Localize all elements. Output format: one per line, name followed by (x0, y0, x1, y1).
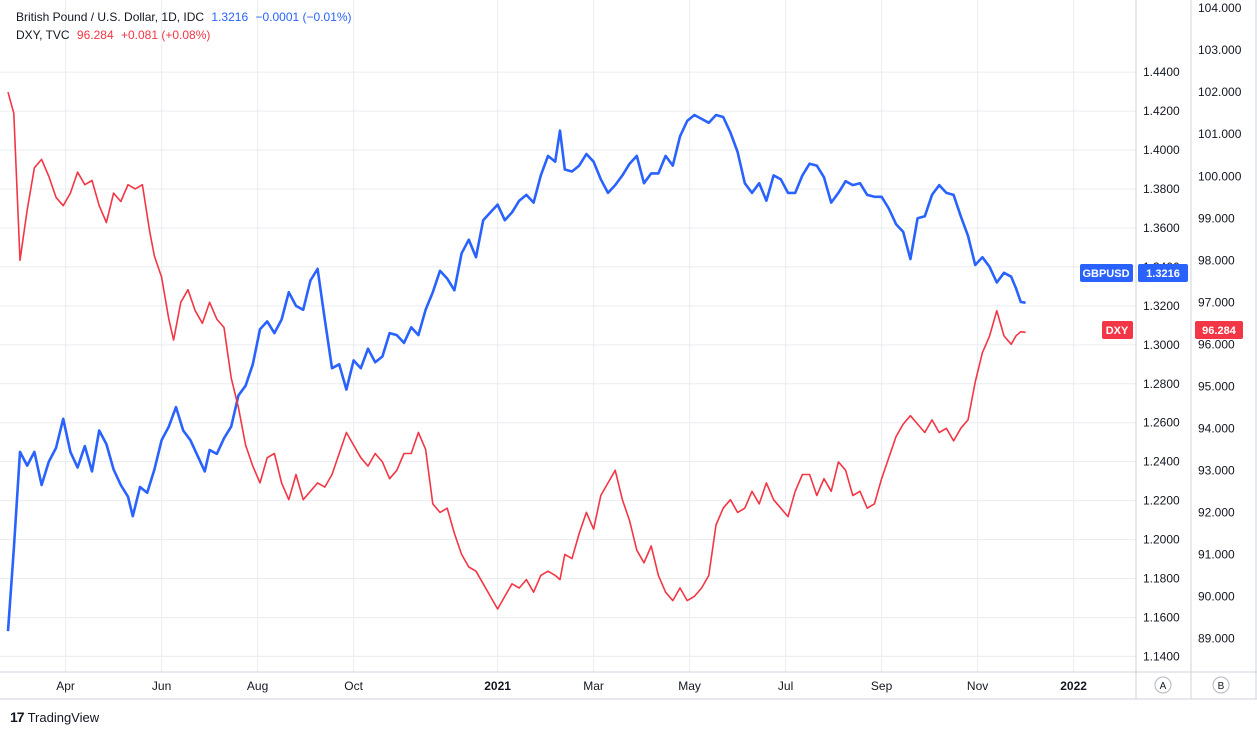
time-tick-label: 2022 (1060, 679, 1087, 693)
dxy-tick-label: 97.000 (1198, 295, 1235, 309)
dxy-tick-label: 90.000 (1198, 589, 1235, 603)
tradingview-brand[interactable]: 17 TradingView (10, 709, 99, 725)
dxy-tick-label: 91.000 (1198, 547, 1235, 561)
time-tick-label: Oct (344, 679, 363, 693)
legend-gbp-name: British Pound / U.S. Dollar, 1D, IDC (16, 10, 205, 24)
legend-dxy-change: +0.081 (+0.08%) (120, 28, 211, 42)
dxy-tick-label: 101.000 (1198, 127, 1242, 141)
dxy-tick-label: 93.000 (1198, 463, 1235, 477)
dxy-tag-value: 96.284 (1202, 325, 1237, 337)
gbp-tick-label: 1.3000 (1143, 338, 1180, 352)
time-tick-label: Apr (56, 679, 75, 693)
series-line-gbpusd[interactable] (6, 113, 1026, 632)
gbp-label-box (1080, 264, 1133, 282)
time-tick-label: Jun (152, 679, 171, 693)
dxy-tick-label: 95.000 (1198, 379, 1235, 393)
scale-button-a[interactable]: A (1154, 676, 1172, 694)
dxy-tag-label: DXY (1106, 325, 1129, 337)
legend-gbp-change: −0.0001 (−0.01%) (255, 10, 352, 24)
legend-gbp[interactable]: British Pound / U.S. Dollar, 1D, IDC 1.3… (16, 10, 356, 24)
gbp-tick-label: 1.4400 (1143, 65, 1180, 79)
gbp-last-price-tag: GBPUSD 1.3216 (1080, 264, 1188, 282)
series-line-dxy[interactable] (7, 91, 1026, 610)
gbp-tick-label: 1.1800 (1143, 572, 1180, 586)
gbp-tick-label: 1.3600 (1143, 221, 1180, 235)
gbp-tag-value: 1.3216 (1146, 268, 1180, 280)
series-group (6, 91, 1026, 632)
time-axis[interactable]: Apr Jun Aug Oct 2021 Mar May Jul Sep Nov 2022 (56, 679, 1087, 693)
time-tick-label: Jul (778, 679, 793, 693)
gbp-tick-label: 1.3200 (1143, 299, 1180, 313)
scale-button-b-label: B (1218, 681, 1225, 692)
dxy-tick-label: 103.000 (1198, 43, 1242, 57)
dxy-label-box (1102, 321, 1133, 339)
gbp-tick-label: 1.1400 (1143, 649, 1180, 663)
time-tick-label: 2021 (484, 679, 511, 693)
dxy-tick-label: 96.000 (1198, 337, 1235, 351)
dxy-last-price-tag: DXY 96.284 (1102, 321, 1243, 339)
dxy-tick-label: 99.000 (1198, 211, 1235, 225)
grid-lines (0, 0, 1136, 672)
gbp-tag-label: GBPUSD (1082, 268, 1129, 280)
gbp-tick-label: 1.2000 (1143, 533, 1180, 547)
gbp-tick-label: 1.2800 (1143, 377, 1180, 391)
scale-button-a-label: A (1160, 681, 1167, 692)
legend-dxy-name: DXY, TVC (16, 28, 70, 42)
brand-name: TradingView (27, 709, 100, 725)
time-tick-label: Sep (871, 679, 893, 693)
dxy-value-box (1195, 321, 1243, 339)
time-tick-label: Nov (967, 679, 988, 693)
chart-frame (0, 0, 1257, 700)
gbp-tick-label: 1.2200 (1143, 494, 1180, 508)
gbp-tick-label: 1.3800 (1143, 182, 1180, 196)
gbp-tick-label: 1.2400 (1143, 455, 1180, 469)
dxy-tick-label: 89.000 (1198, 631, 1235, 645)
dxy-tick-label: 100.000 (1198, 169, 1242, 183)
gbp-tick-label: 1.1600 (1143, 610, 1180, 624)
dxy-tick-label: 98.000 (1198, 253, 1235, 267)
dxy-price-axis[interactable]: 104.000 103.000 102.000 101.000 100.000 99.00… (1198, 1, 1242, 645)
dxy-tick-label: 104.000 (1198, 1, 1242, 15)
time-tick-label: Mar (583, 679, 604, 693)
gbp-tick-label: 1.2600 (1143, 416, 1180, 430)
gbp-tick-label: 1.4000 (1143, 143, 1180, 157)
time-tick-label: Aug (247, 679, 268, 693)
dxy-tick-label: 102.000 (1198, 85, 1242, 99)
time-tick-label: May (678, 679, 701, 693)
legend-gbp-value: 1.3216 (211, 10, 249, 24)
gbp-tick-label: 1.4200 (1143, 104, 1180, 118)
gbp-price-axis[interactable]: 1.44001.42001.40001.38001.36001.34001.32… (1143, 65, 1180, 663)
dxy-tick-label: 94.000 (1198, 421, 1235, 435)
gbp-value-box (1138, 264, 1188, 282)
legend-dxy-value: 96.284 (76, 28, 114, 42)
dxy-tick-label: 92.000 (1198, 505, 1235, 519)
scale-button-b[interactable]: B (1212, 676, 1230, 694)
legend-dxy[interactable]: DXY, TVC 96.284 +0.081 (+0.08%) (16, 28, 214, 42)
tradingview-logo-icon: 17 (10, 709, 25, 725)
